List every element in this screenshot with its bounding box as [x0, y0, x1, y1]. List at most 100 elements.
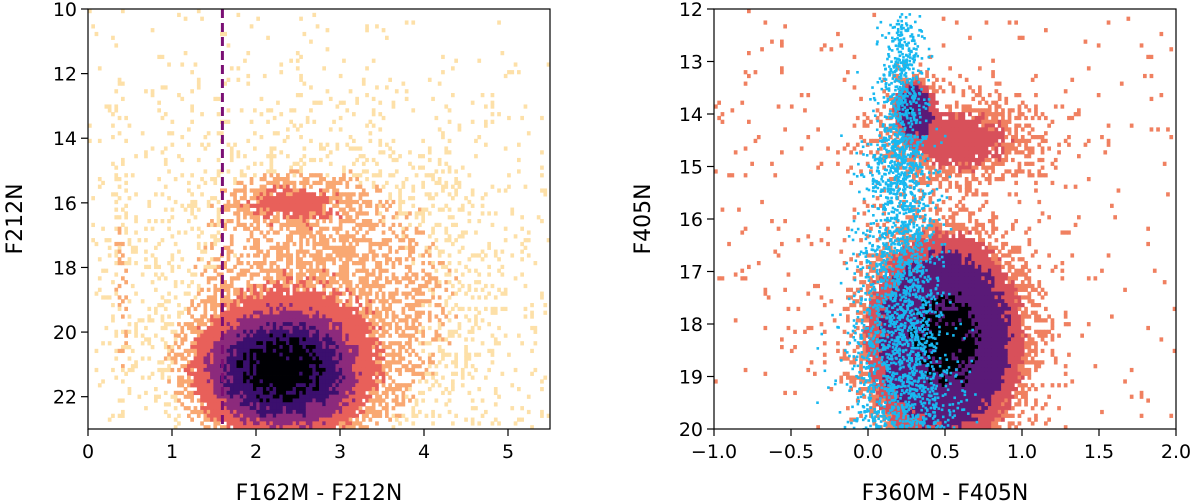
density-cell: [322, 257, 326, 262]
density-cell: [289, 314, 293, 319]
density-cell: [279, 375, 284, 380]
density-cell: [272, 199, 277, 205]
density-cell: [315, 375, 320, 380]
density-cell: [216, 402, 221, 407]
density-cell: [786, 272, 791, 277]
density-cell: [424, 280, 429, 285]
density-cell: [325, 375, 330, 380]
density-cell: [404, 303, 409, 308]
density-cell: [355, 356, 359, 361]
density-cell: [272, 230, 277, 235]
density-cell: [345, 238, 350, 243]
density-cell: [262, 379, 267, 384]
density-cell: [229, 390, 234, 396]
density-cell: [177, 154, 181, 159]
density-cell: [319, 413, 323, 418]
density-cell: [328, 409, 333, 415]
density-cell: [229, 299, 234, 304]
density-cell: [114, 356, 119, 361]
density-cell: [121, 329, 125, 334]
density-cell: [872, 268, 877, 273]
density-cell: [269, 356, 274, 361]
density-cell: [733, 272, 738, 277]
density-cell: [272, 207, 277, 212]
density-cell: [319, 188, 323, 193]
density-cell: [345, 196, 350, 201]
density-cell: [150, 253, 155, 258]
density-cell: [173, 333, 178, 338]
density-cell: [859, 387, 863, 392]
density-cell: [882, 222, 886, 228]
density-cell: [427, 173, 432, 178]
density-cell: [210, 306, 214, 312]
density-cell: [216, 371, 221, 376]
density-cell: [720, 112, 725, 117]
density-cell: [305, 333, 310, 338]
density-cell: [253, 406, 257, 411]
density-cell: [872, 264, 877, 270]
density-cell: [299, 188, 303, 193]
density-cell: [431, 203, 435, 208]
density-cell: [813, 371, 817, 376]
density-cell: [289, 425, 293, 429]
density-cell: [322, 66, 326, 71]
density-cell: [266, 352, 270, 357]
density-cell: [289, 280, 293, 285]
density-cell: [272, 188, 277, 193]
density-cell: [355, 157, 359, 163]
density-cell: [289, 272, 293, 277]
density-cell: [879, 306, 883, 312]
density-cell: [885, 131, 890, 136]
density-cell: [269, 379, 274, 384]
density-cell: [328, 295, 333, 300]
density-cell: [193, 390, 198, 396]
density-cell: [259, 371, 264, 376]
density-cell: [315, 371, 320, 376]
density-cell: [352, 146, 356, 151]
density-cell: [223, 387, 227, 392]
right-density-map: [714, 9, 1176, 429]
density-cell: [882, 104, 886, 109]
density-cell: [302, 226, 307, 231]
density-cell: [371, 257, 376, 262]
density-cell: [130, 249, 135, 254]
density-cell: [190, 322, 194, 327]
density-cell: [213, 177, 218, 182]
density-cell: [117, 131, 122, 136]
density-cell: [836, 31, 840, 37]
density-cell: [216, 272, 221, 277]
density-cell: [358, 394, 363, 399]
density-cell: [121, 81, 125, 86]
density-cell: [865, 161, 870, 166]
density-cell: [305, 352, 310, 357]
density-cell: [352, 402, 356, 407]
density-cell: [305, 215, 310, 220]
density-cell: [381, 268, 386, 273]
density-cell: [322, 238, 326, 243]
density-cell: [411, 238, 416, 243]
density-cell: [173, 280, 178, 285]
density-cell: [414, 241, 419, 247]
density-cell: [226, 43, 231, 48]
density-cell: [253, 390, 257, 396]
density-cell: [256, 272, 260, 277]
density-cell: [246, 379, 251, 384]
density-cell: [187, 325, 191, 331]
density-cell: [302, 425, 307, 429]
density-cell: [203, 264, 208, 270]
density-cell: [243, 184, 247, 189]
density-cell: [414, 413, 419, 418]
density-cell: [361, 379, 366, 384]
density-cell: [269, 417, 274, 422]
density-cell: [365, 230, 369, 235]
density-cell: [328, 348, 333, 354]
density-cell: [875, 325, 880, 331]
density-cell: [398, 387, 402, 392]
density-cell: [282, 345, 287, 350]
density-cell: [295, 398, 300, 403]
density-cell: [259, 375, 264, 380]
density-cell: [862, 314, 867, 319]
density-cell: [497, 421, 501, 426]
density-cell: [371, 180, 376, 186]
density-cell: [328, 329, 333, 334]
